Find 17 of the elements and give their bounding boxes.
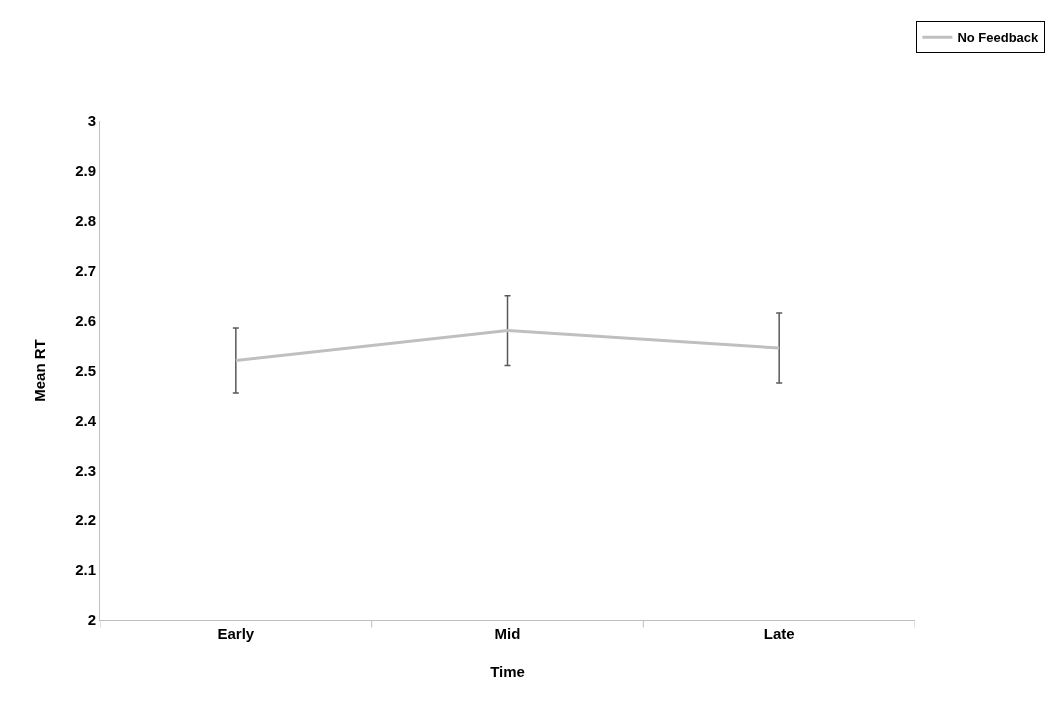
y-tick-label: 2.1 (75, 561, 96, 579)
y-tick-label: 2.3 (75, 461, 96, 479)
x-axis-title: Time (490, 663, 525, 680)
y-tick-label: 2 (87, 611, 96, 629)
x-tick-label: Early (217, 625, 255, 642)
legend-label: No Feedback (957, 30, 1040, 46)
x-tick-label: Late (763, 625, 795, 642)
y-tick-label: 2.5 (75, 361, 96, 379)
y-tick-label: 2.7 (75, 261, 96, 279)
y-tick-label: 2.6 (75, 311, 96, 329)
y-axis-title: Mean RT (31, 339, 49, 402)
y-tick-label: 3 (87, 112, 96, 130)
y-tick-label: 2.8 (75, 212, 96, 230)
x-tick-label: Mid (494, 625, 521, 642)
y-tick-label: 2.4 (75, 411, 97, 429)
y-tick-label: 2.9 (75, 162, 96, 180)
y-tick-label: 2.2 (75, 511, 96, 529)
